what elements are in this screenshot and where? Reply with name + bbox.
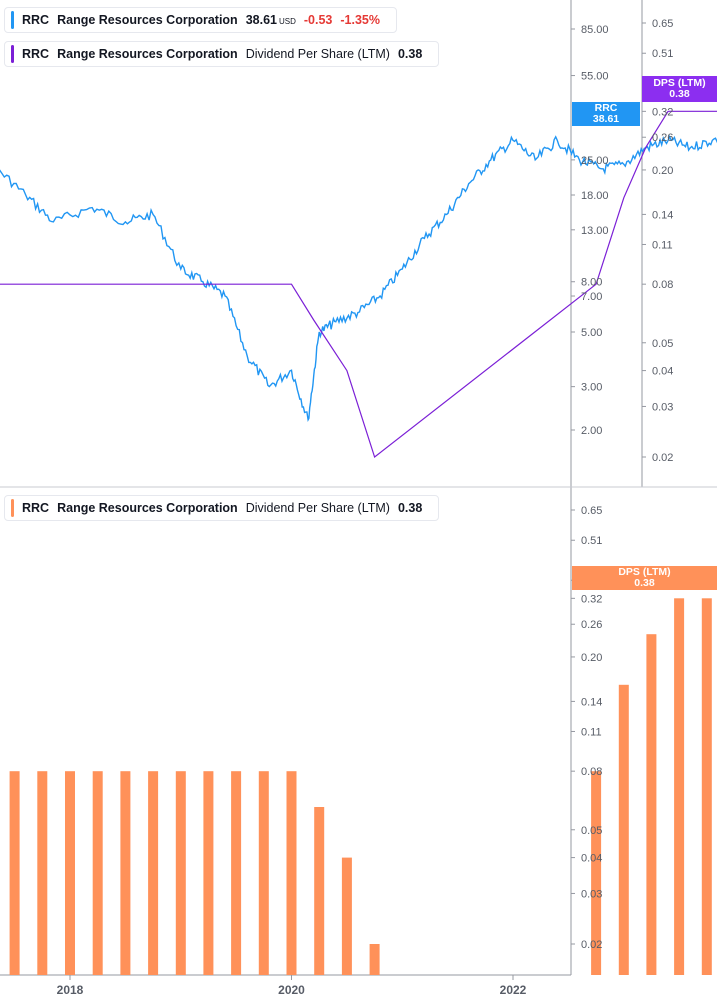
dps-axis-label: 0.20 xyxy=(652,165,673,177)
legend-price-value: 38.61 xyxy=(245,13,277,27)
dps-bar xyxy=(9,771,20,975)
dps-axis-label: 0.51 xyxy=(652,48,673,60)
legend-dps-top-value: 0.38 xyxy=(397,47,423,61)
x-axis-label: 2020 xyxy=(278,983,305,997)
legend-dps-top-ticker: RRC xyxy=(22,47,50,61)
legend-dps-top-color xyxy=(11,45,14,63)
legend-price-color xyxy=(11,11,14,29)
dps-axis-label: 0.11 xyxy=(652,239,673,251)
dps-bottom-axis-label: 0.20 xyxy=(581,652,602,664)
price-axis-label: 3.00 xyxy=(581,382,602,394)
legend-price-unit: USD xyxy=(278,17,296,26)
tick-labels: 85.00 55.00 25.00 18.00 13.00 8.00 7.00 5.00 3.0… xyxy=(57,18,674,997)
dps-bar xyxy=(286,771,297,975)
dps-bar xyxy=(591,771,602,975)
dps-bar xyxy=(314,807,325,975)
dps-axis-label: 0.08 xyxy=(652,279,673,291)
legend-dps-top-name: Range Resources Corporation xyxy=(57,47,238,61)
legend-price-change-pct: -1.35% xyxy=(340,13,380,27)
legend-price[interactable]: RRC Range Resources Corporation 38.61 US… xyxy=(4,7,397,33)
dps-axis-label: 0.65 xyxy=(652,18,673,30)
dps-bottom-axis-label: 0.51 xyxy=(581,535,602,547)
legend-price-ticker: RRC xyxy=(22,13,50,27)
legend-dps-bottom-metric: Dividend Per Share (LTM) xyxy=(245,501,390,515)
dps-bar xyxy=(148,771,159,975)
dps-bottom-axis-label: 0.04 xyxy=(581,853,602,865)
price-axis-label: 13.00 xyxy=(581,225,609,237)
price-axis-label: 25.00 xyxy=(581,155,609,167)
dps-bottom-axis-label: 0.14 xyxy=(581,696,602,708)
dps-bottom-axis-label: 0.32 xyxy=(581,593,602,605)
legend-dps-bottom-name: Range Resources Corporation xyxy=(57,501,238,515)
dps-bottom-axis-label: 0.05 xyxy=(581,825,602,837)
dps-bar xyxy=(231,771,242,975)
dps-axis-label: 0.05 xyxy=(652,338,673,350)
dps-bottom-axis-label: 0.02 xyxy=(581,939,602,951)
dps-bar xyxy=(258,771,269,975)
dps-top-tag: DPS (LTM) 0.38 xyxy=(642,76,717,102)
price-axis-label: 7.00 xyxy=(581,291,602,303)
dps-bar xyxy=(701,598,712,975)
axis-frame xyxy=(0,0,717,976)
price-axis-label: 2.00 xyxy=(581,425,602,437)
price-axis-label: 8.00 xyxy=(581,277,602,289)
dps-bottom-axis-label: 0.03 xyxy=(581,888,602,900)
dps-axis-label: 0.14 xyxy=(652,209,673,221)
dps-line xyxy=(0,110,717,459)
dps-bar xyxy=(92,771,103,975)
price-tag-value: 38.61 xyxy=(592,113,620,125)
dps-bottom-tag-label: DPS (LTM) xyxy=(618,566,671,578)
legend-dps-bottom-value: 0.38 xyxy=(397,501,423,515)
dps-bar xyxy=(120,771,131,975)
dps-axis-label: 0.26 xyxy=(652,132,673,144)
dps-bar xyxy=(37,771,48,975)
dps-axis-label: 0.32 xyxy=(652,106,673,118)
x-axis-label: 2022 xyxy=(500,983,527,997)
legend-dps-bottom-color xyxy=(11,499,14,517)
dps-axis-label: 0.02 xyxy=(652,452,673,464)
legend-dps-bottom-ticker: RRC xyxy=(22,501,50,515)
dps-bar xyxy=(203,771,214,975)
dps-bottom-axis-label: 0.11 xyxy=(581,726,602,738)
line-series xyxy=(0,110,717,459)
price-tag: RRC 38.61 xyxy=(572,102,640,126)
dps-top-tag-label: DPS (LTM) xyxy=(653,77,706,89)
price-tag-label: RRC xyxy=(594,102,618,114)
dps-axis-label: 0.03 xyxy=(652,401,673,413)
legend-dps-top[interactable]: RRC Range Resources Corporation Dividend… xyxy=(4,41,440,67)
price-axis-label: 55.00 xyxy=(581,71,609,83)
dps-bar xyxy=(65,771,75,975)
dps-bottom-axis-label: 0.08 xyxy=(581,766,602,778)
dps-bar xyxy=(618,684,629,975)
dps-bar xyxy=(646,634,657,975)
x-axis-label: 2018 xyxy=(57,983,84,997)
dps-bar xyxy=(175,771,186,975)
price-axis-label: 5.00 xyxy=(581,327,602,339)
legend-price-name: Range Resources Corporation xyxy=(57,13,238,27)
dps-bottom-tag-value: 0.38 xyxy=(634,577,655,589)
legend-price-change: -0.53 xyxy=(303,13,333,27)
dps-bottom-tag: DPS (LTM) 0.38 xyxy=(572,566,717,590)
dps-bar xyxy=(341,857,352,975)
price-line xyxy=(0,134,717,422)
dps-bottom-axis-label: 0.26 xyxy=(581,619,602,631)
dps-bottom-axis-label: 0.65 xyxy=(581,505,602,517)
legend-dps-top-metric: Dividend Per Share (LTM) xyxy=(245,47,390,61)
dps-bars xyxy=(9,598,712,975)
dps-axis-label: 0.04 xyxy=(652,366,673,378)
dps-bar xyxy=(674,598,685,975)
dps-bar xyxy=(369,944,380,975)
legend-dps-bottom[interactable]: RRC Range Resources Corporation Dividend… xyxy=(4,495,440,521)
dps-top-tag-value: 0.38 xyxy=(669,88,690,100)
price-axis-label: 18.00 xyxy=(581,190,609,202)
price-axis-label: 85.00 xyxy=(581,24,609,36)
